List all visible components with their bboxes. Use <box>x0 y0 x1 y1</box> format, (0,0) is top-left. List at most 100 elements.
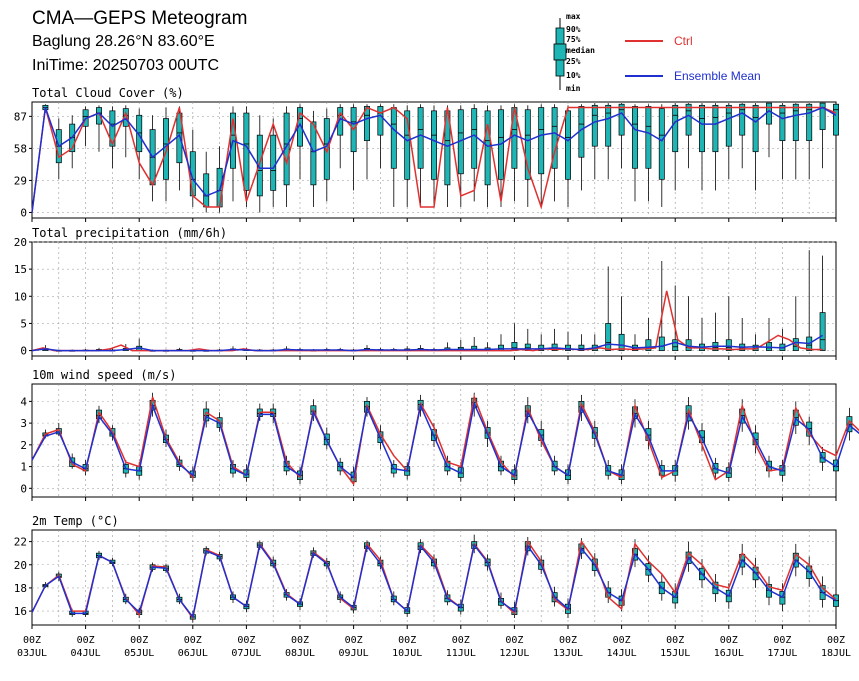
box <box>645 339 652 351</box>
x-hour-label: 00Z <box>773 635 791 646</box>
box <box>752 104 759 153</box>
y-tick-label: 29 <box>14 174 27 187</box>
x-hour-label: 00Z <box>505 635 523 646</box>
panel-title: 2m Temp (°C) <box>32 514 119 528</box>
box <box>109 110 116 147</box>
ctrl-line <box>31 394 859 486</box>
box <box>243 112 250 191</box>
init-time-label: IniTime: 20250703 00UTC <box>32 57 220 74</box>
box <box>471 108 478 169</box>
box <box>256 134 263 197</box>
box <box>766 102 772 125</box>
ctrl-line <box>31 106 837 213</box>
mean-line <box>31 106 837 213</box>
y-tick-label: 0 <box>20 482 27 495</box>
x-hour-label: 00Z <box>398 635 416 646</box>
x-date-label: 16JUL <box>714 648 744 659</box>
chart-title: CMA—GEPS Meteogram <box>32 8 248 29</box>
panel-1: Total Cloud Cover (%) 0 29 58 87 <box>14 86 839 222</box>
ctrl-line <box>31 539 837 620</box>
mean-line <box>31 334 823 352</box>
box <box>270 134 277 191</box>
y-tick-label: 10 <box>14 290 27 303</box>
x-hour-label: 00Z <box>291 635 309 646</box>
ctrl-line <box>31 290 823 352</box>
legend-box-lower <box>553 43 567 61</box>
legend-box-upper <box>555 27 565 45</box>
box <box>819 102 826 130</box>
box <box>417 107 424 169</box>
box <box>390 107 397 169</box>
box <box>792 103 799 142</box>
box <box>136 114 143 153</box>
box <box>725 339 732 351</box>
box <box>645 106 652 169</box>
box <box>565 344 571 351</box>
box <box>498 344 504 351</box>
x-hour-label: 00Z <box>666 635 684 646</box>
x-date-label: 10JUL <box>392 648 422 659</box>
box <box>632 106 638 169</box>
box <box>658 336 665 351</box>
panel-3: 10m wind speed (m/s) 0 1 2 3 4 <box>20 368 859 501</box>
box <box>297 107 303 147</box>
x-date-label: 05JUL <box>124 648 154 659</box>
box <box>618 103 625 136</box>
box <box>779 104 786 142</box>
box <box>163 118 169 180</box>
y-tick-label: 20 <box>14 559 27 572</box>
panel-title: Total Cloud Cover (%) <box>32 86 184 100</box>
x-date-label: 08JUL <box>285 648 315 659</box>
box <box>725 104 732 147</box>
x-hour-label: 00Z <box>184 635 202 646</box>
legend-label-25pct: 25% <box>566 57 581 66</box>
y-tick-label: 5 <box>20 317 27 330</box>
box <box>833 103 839 136</box>
box <box>551 107 558 169</box>
box <box>524 109 531 180</box>
x-hour-label: 00Z <box>827 635 845 646</box>
legend-ctrl-label: Ctrl <box>674 34 693 48</box>
box <box>538 107 545 175</box>
x-date-label: 13JUL <box>553 648 583 659</box>
x-hour-label: 00Z <box>77 635 95 646</box>
box <box>618 333 625 351</box>
x-hour-label: 00Z <box>559 635 577 646</box>
legend-label-max: max <box>566 12 581 21</box>
legend-label-90pct: 90% <box>566 25 581 34</box>
box <box>404 110 411 180</box>
x-date-label: 07JUL <box>231 648 261 659</box>
box <box>578 344 585 351</box>
box <box>565 110 571 180</box>
y-tick-label: 0 <box>20 206 27 219</box>
box <box>699 104 705 153</box>
x-hour-label: 00Z <box>452 635 470 646</box>
legend-label-min: min <box>566 83 581 93</box>
y-tick-label: 22 <box>14 536 27 549</box>
x-hour-label: 00Z <box>23 635 41 646</box>
panel-title: Total precipitation (mm/6h) <box>32 226 227 240</box>
y-tick-label: 2 <box>20 439 27 452</box>
box <box>819 312 826 351</box>
box <box>538 344 545 351</box>
box <box>283 112 290 186</box>
panel-2: Total precipitation (mm/6h) 0 5 10 15 20 <box>14 226 837 360</box>
panel-title: 10m wind speed (m/s) <box>32 368 177 382</box>
box <box>685 103 692 136</box>
x-hour-label: 00Z <box>345 635 363 646</box>
legend-label-median: median <box>566 45 595 55</box>
box <box>712 104 719 153</box>
box <box>672 104 679 153</box>
box <box>605 323 612 351</box>
panel-4: 2m Temp (°C) 16 18 20 22 <box>14 514 839 629</box>
mean-line <box>31 401 859 479</box>
x-axis-labels: 00Z 03JUL 00Z 04JUL 00Z 05JUL 00Z 06JUL 00Z 07JUL… <box>17 635 851 659</box>
x-date-label: 06JUL <box>178 648 208 659</box>
x-date-label: 09JUL <box>339 648 369 659</box>
x-date-label: 17JUL <box>767 648 797 659</box>
y-tick-label: 20 <box>14 236 27 249</box>
legend-mean-label: Ensemble Mean <box>674 69 761 83</box>
box <box>605 104 612 147</box>
y-tick-label: 0 <box>20 345 27 358</box>
box <box>377 106 384 136</box>
